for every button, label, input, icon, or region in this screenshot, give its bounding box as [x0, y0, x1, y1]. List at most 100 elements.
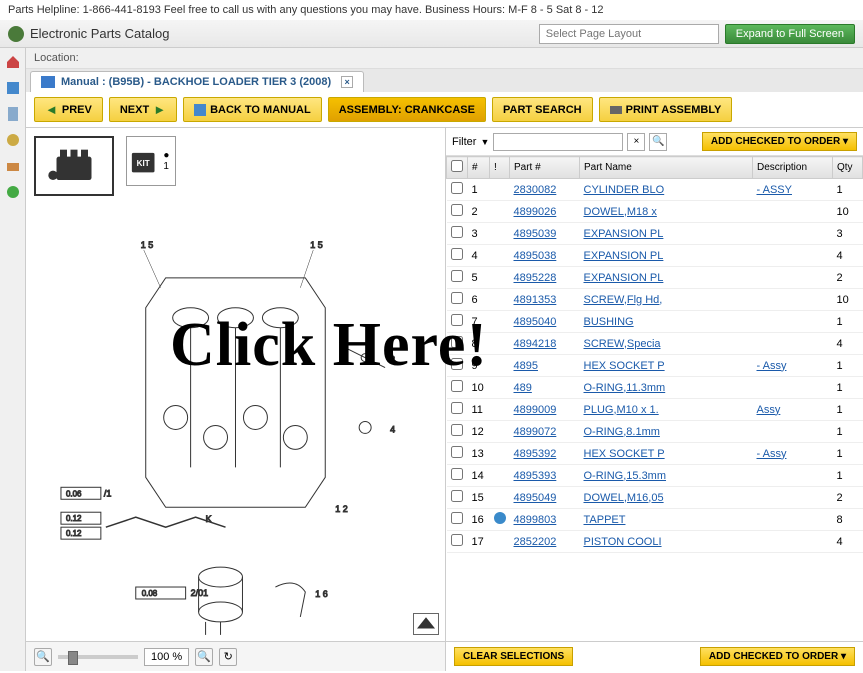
assembly-button[interactable]: ASSEMBLY: CRANKCASE	[328, 97, 486, 122]
part-number-link[interactable]: 4895228	[514, 272, 557, 284]
table-row: 11 4899009 PLUG,M10 x 1. Assy 1	[447, 399, 863, 421]
part-number-link[interactable]: 4899803	[514, 514, 557, 526]
desc-link[interactable]: - Assy	[757, 360, 787, 372]
filter-label: Filter	[452, 136, 476, 148]
part-number-link[interactable]: 4895040	[514, 316, 557, 328]
page-layout-select[interactable]	[539, 24, 719, 44]
row-checkbox[interactable]	[451, 270, 463, 282]
clear-selections-button[interactable]: CLEAR SELECTIONS	[454, 647, 573, 666]
part-number-link[interactable]: 4899009	[514, 404, 557, 416]
zoom-out-button[interactable]: 🔍	[34, 648, 52, 666]
part-number-link[interactable]: 489	[514, 382, 532, 394]
part-number-link[interactable]: 4895039	[514, 228, 557, 240]
part-name-link[interactable]: DOWEL,M16,05	[584, 492, 664, 504]
print-assembly-button[interactable]: PRINT ASSEMBLY	[599, 97, 733, 122]
part-number-link[interactable]: 4891353	[514, 294, 557, 306]
manual-tab[interactable]: Manual : (B95B) - BACKHOE LOADER TIER 3 …	[30, 71, 364, 92]
row-info	[490, 509, 510, 531]
row-checkbox[interactable]	[451, 534, 463, 546]
part-name-link[interactable]: TAPPET	[584, 514, 626, 526]
row-checkbox[interactable]	[451, 248, 463, 260]
part-number-link[interactable]: 4894218	[514, 338, 557, 350]
col-info[interactable]: !	[490, 157, 510, 179]
row-checkbox[interactable]	[451, 380, 463, 392]
filter-input[interactable]	[493, 133, 623, 151]
desc-link[interactable]: - ASSY	[757, 184, 792, 196]
diagram-area[interactable]: KIT ● 1 1 5 1 5	[26, 128, 445, 641]
part-number-link[interactable]: 4895038	[514, 250, 557, 262]
row-checkbox[interactable]	[451, 226, 463, 238]
help-icon[interactable]	[5, 184, 21, 200]
part-name-link[interactable]: HEX SOCKET P	[584, 448, 665, 460]
prev-button[interactable]: ◄PREV	[34, 97, 103, 122]
part-name-link[interactable]: DOWEL,M18 x	[584, 206, 657, 218]
part-name-link[interactable]: EXPANSION PL	[584, 250, 664, 262]
col-desc[interactable]: Description	[753, 157, 833, 179]
row-checkbox[interactable]	[451, 468, 463, 480]
part-name-link[interactable]: O-RING,11.3mm	[584, 382, 666, 394]
cart-icon[interactable]	[5, 158, 21, 174]
add-to-order-bottom-button[interactable]: ADD CHECKED TO ORDER ▾	[700, 647, 855, 666]
part-name-link[interactable]: CYLINDER BLO	[584, 184, 665, 196]
row-checkbox[interactable]	[451, 512, 463, 524]
row-checkbox[interactable]	[451, 336, 463, 348]
row-checkbox[interactable]	[451, 446, 463, 458]
row-checkbox[interactable]	[451, 424, 463, 436]
svg-text:1 6: 1 6	[315, 589, 327, 599]
part-name-link[interactable]: SCREW,Specia	[584, 338, 661, 350]
part-name-link[interactable]: O-RING,15.3mm	[584, 470, 667, 482]
part-name-link[interactable]: HEX SOCKET P	[584, 360, 665, 372]
filter-search-button[interactable]: 🔍	[649, 133, 667, 151]
filter-dropdown-icon[interactable]: ▼	[480, 137, 489, 147]
zoom-slider[interactable]	[58, 655, 138, 659]
part-name-link[interactable]: PLUG,M10 x 1.	[584, 404, 659, 416]
row-info	[490, 377, 510, 399]
back-to-manual-button[interactable]: BACK TO MANUAL	[183, 97, 322, 122]
row-checkbox[interactable]	[451, 358, 463, 370]
home-icon[interactable]	[5, 54, 21, 70]
desc-link[interactable]: Assy	[757, 404, 781, 416]
part-number-link[interactable]: 4895049	[514, 492, 557, 504]
col-part[interactable]: Part #	[510, 157, 580, 179]
select-all-checkbox[interactable]	[451, 160, 463, 172]
part-number-link[interactable]: 4895	[514, 360, 538, 372]
gear-icon[interactable]	[5, 132, 21, 148]
refresh-button[interactable]: ↻	[219, 648, 237, 666]
expand-fullscreen-button[interactable]: Expand to Full Screen	[725, 24, 855, 44]
row-checkbox[interactable]	[451, 204, 463, 216]
svg-text:1 2: 1 2	[335, 504, 347, 514]
row-checkbox[interactable]	[451, 182, 463, 194]
part-number-link[interactable]: 4895392	[514, 448, 557, 460]
part-name-link[interactable]: EXPANSION PL	[584, 228, 664, 240]
col-name[interactable]: Part Name	[580, 157, 753, 179]
part-search-button[interactable]: PART SEARCH	[492, 97, 593, 122]
part-name-link[interactable]: EXPANSION PL	[584, 272, 664, 284]
zoom-in-button[interactable]: 🔍	[195, 648, 213, 666]
row-checkbox[interactable]	[451, 292, 463, 304]
thumbnail-kit[interactable]: KIT ● 1	[126, 136, 176, 186]
document-icon[interactable]	[5, 106, 21, 122]
thumbnail-engine[interactable]	[34, 136, 114, 196]
col-num[interactable]: #	[468, 157, 490, 179]
add-to-order-top-button[interactable]: ADD CHECKED TO ORDER ▾	[702, 132, 857, 151]
part-number-link[interactable]: 4899026	[514, 206, 557, 218]
part-number-link[interactable]: 4899072	[514, 426, 557, 438]
book-icon[interactable]	[5, 80, 21, 96]
filter-clear-button[interactable]: ×	[627, 133, 645, 151]
col-qty[interactable]: Qty	[833, 157, 863, 179]
row-checkbox[interactable]	[451, 314, 463, 326]
corner-icon[interactable]	[413, 613, 439, 635]
part-name-link[interactable]: O-RING,8.1mm	[584, 426, 660, 438]
info-icon[interactable]	[494, 512, 506, 524]
tab-close-button[interactable]: ×	[341, 76, 353, 88]
part-number-link[interactable]: 4895393	[514, 470, 557, 482]
part-name-link[interactable]: PISTON COOLI	[584, 536, 662, 548]
desc-link[interactable]: - Assy	[757, 448, 787, 460]
part-name-link[interactable]: SCREW,Flg Hd,	[584, 294, 663, 306]
row-checkbox[interactable]	[451, 490, 463, 502]
next-button[interactable]: NEXT►	[109, 97, 177, 122]
part-number-link[interactable]: 2830082	[514, 184, 557, 196]
part-number-link[interactable]: 2852202	[514, 536, 557, 548]
part-name-link[interactable]: BUSHING	[584, 316, 634, 328]
row-checkbox[interactable]	[451, 402, 463, 414]
